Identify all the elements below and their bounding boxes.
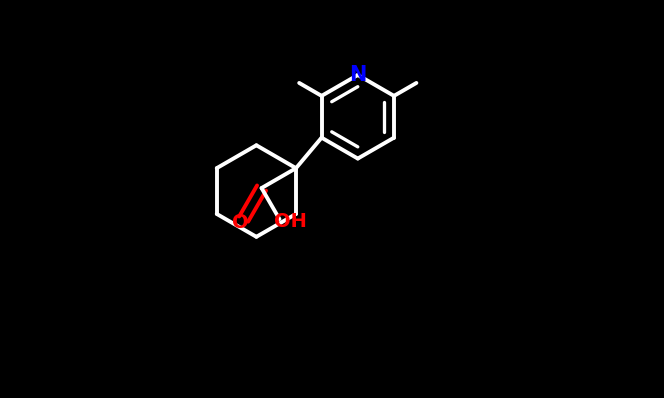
Text: OH: OH [274, 212, 307, 230]
Text: O: O [232, 213, 249, 232]
Text: N: N [349, 65, 367, 85]
